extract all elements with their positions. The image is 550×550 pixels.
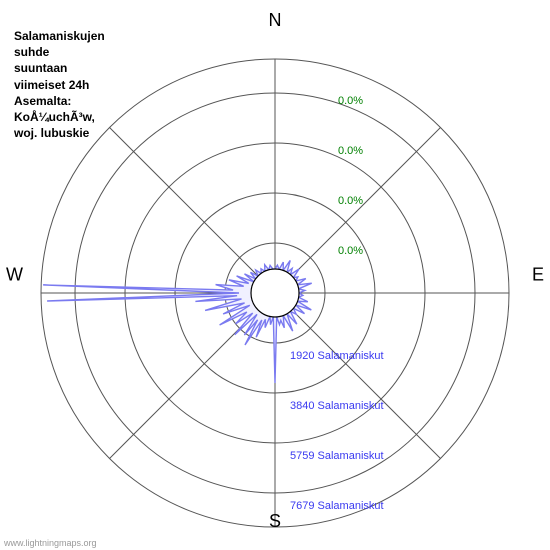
ring-count-label: 3840 Salamaniskut bbox=[290, 400, 384, 412]
ring-pct-label: 0.0% bbox=[338, 95, 363, 107]
title-line: Asemalta: bbox=[14, 93, 105, 109]
polar-rose-chart: Salamaniskujensuhdesuuntaanviimeiset 24h… bbox=[0, 0, 550, 550]
title-line: Salamaniskujen bbox=[14, 28, 105, 44]
title-line: suuntaan bbox=[14, 60, 105, 76]
ring-pct-label: 0.0% bbox=[338, 145, 363, 157]
title-line: viimeiset 24h bbox=[14, 77, 105, 93]
ring-pct-label: 0.0% bbox=[338, 245, 363, 257]
cardinal-e: E bbox=[532, 265, 544, 286]
ring-count-label: 7679 Salamaniskut bbox=[290, 500, 384, 512]
cardinal-s: S bbox=[269, 511, 281, 532]
ring-pct-label: 0.0% bbox=[338, 195, 363, 207]
title-line: suhde bbox=[14, 44, 105, 60]
title-line: KoÅ¼uchÃ³w, bbox=[14, 109, 105, 125]
ring-count-label: 5759 Salamaniskut bbox=[290, 450, 384, 462]
ring-count-label: 1920 Salamaniskut bbox=[290, 350, 384, 362]
cardinal-w: W bbox=[6, 265, 23, 286]
footer-attribution: www.lightningmaps.org bbox=[4, 538, 97, 548]
title-line: woj. lubuskie bbox=[14, 125, 105, 141]
cardinal-n: N bbox=[269, 10, 282, 31]
chart-title: Salamaniskujensuhdesuuntaanviimeiset 24h… bbox=[14, 28, 105, 141]
